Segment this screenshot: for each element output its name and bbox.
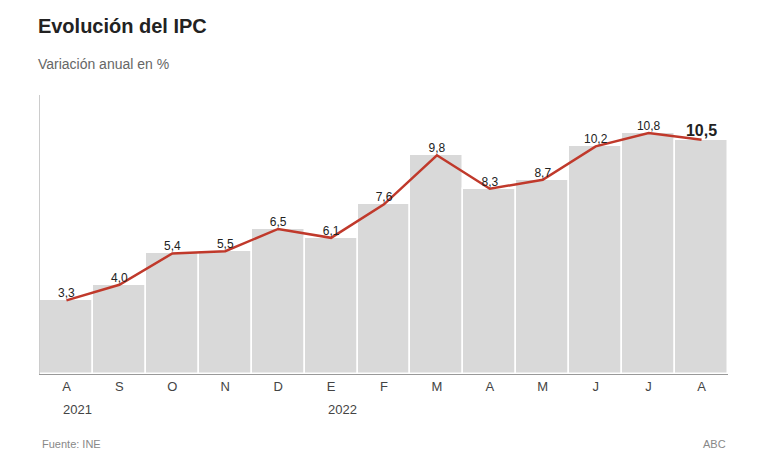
svg-text:3,3: 3,3 (58, 286, 75, 300)
svg-text:10,5: 10,5 (686, 122, 717, 139)
svg-text:J: J (592, 379, 599, 394)
svg-text:9,8: 9,8 (429, 141, 446, 155)
svg-text:6,5: 6,5 (270, 215, 287, 229)
svg-text:M: M (431, 379, 442, 394)
svg-text:Evolución del IPC: Evolución del IPC (38, 15, 207, 37)
svg-text:5,5: 5,5 (217, 237, 234, 251)
svg-text:Variación anual en %: Variación anual en % (38, 56, 169, 72)
svg-text:N: N (221, 379, 230, 394)
svg-text:5,4: 5,4 (164, 239, 181, 253)
svg-text:2022: 2022 (328, 402, 357, 417)
svg-text:7,6: 7,6 (376, 190, 393, 204)
svg-text:S: S (115, 379, 124, 394)
svg-text:J: J (645, 379, 652, 394)
svg-text:10,8: 10,8 (637, 119, 661, 133)
svg-text:M: M (537, 379, 548, 394)
svg-text:A: A (62, 379, 71, 394)
svg-text:ABC: ABC (703, 438, 726, 450)
svg-text:8,3: 8,3 (482, 175, 499, 189)
svg-text:E: E (327, 379, 336, 394)
svg-text:A: A (486, 379, 495, 394)
svg-text:10,2: 10,2 (584, 132, 608, 146)
svg-text:D: D (273, 379, 282, 394)
svg-text:4,0: 4,0 (111, 271, 128, 285)
svg-text:O: O (167, 379, 177, 394)
svg-text:8,7: 8,7 (534, 166, 551, 180)
svg-text:F: F (380, 379, 388, 394)
svg-text:2021: 2021 (63, 402, 92, 417)
svg-text:A: A (697, 379, 706, 394)
svg-text:6,1: 6,1 (323, 224, 340, 238)
svg-text:Fuente: INE: Fuente: INE (42, 438, 101, 450)
